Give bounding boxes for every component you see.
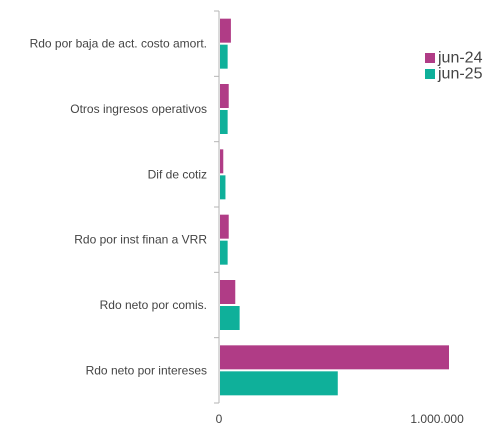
x-tick-label: 0 — [216, 412, 223, 426]
bars — [220, 18, 449, 396]
category-label: Dif de cotiz — [148, 167, 207, 181]
bar-jun-24-5 — [220, 280, 236, 304]
category-label: Rdo neto por comis. — [100, 298, 207, 312]
category-labels: Rdo por baja de act. costo amort. Otros i… — [30, 37, 208, 378]
bar-jun-25-5 — [220, 306, 240, 330]
legend-swatch-jun-24 — [425, 53, 435, 63]
legend-label-jun-24: jun-24 — [437, 50, 483, 67]
category-label: Rdo neto por intereses — [86, 363, 207, 377]
category-label: Rdo por inst finan a VRR — [74, 233, 207, 247]
bar-jun-24-2 — [220, 84, 229, 108]
bar-jun-25-4 — [220, 240, 228, 265]
bar-jun-25-2 — [220, 110, 228, 134]
bar-jun-24-1 — [220, 18, 231, 43]
x-tick-labels: 01.000.0002.000.000 — [216, 412, 464, 426]
legend-label-jun-25: jun-25 — [437, 66, 483, 83]
category-label: Otros ingresos operativos — [70, 102, 207, 116]
bar-jun-24-3 — [220, 149, 224, 174]
legend-swatch-jun-25 — [425, 69, 435, 79]
x-tick-label: 1.000.000 — [410, 412, 464, 426]
bar-jun-24-6 — [220, 345, 449, 370]
bar-jun-25-6 — [220, 371, 338, 396]
bar-jun-25-3 — [220, 175, 226, 200]
bar-jun-24-4 — [220, 214, 229, 239]
category-label: Rdo por baja de act. costo amort. — [30, 37, 207, 51]
axes — [214, 10, 220, 404]
bar-jun-25-1 — [220, 44, 228, 69]
